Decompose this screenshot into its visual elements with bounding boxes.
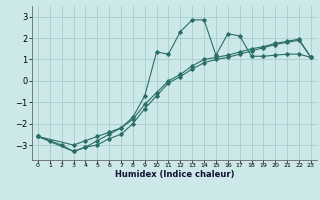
X-axis label: Humidex (Indice chaleur): Humidex (Indice chaleur) — [115, 170, 234, 179]
